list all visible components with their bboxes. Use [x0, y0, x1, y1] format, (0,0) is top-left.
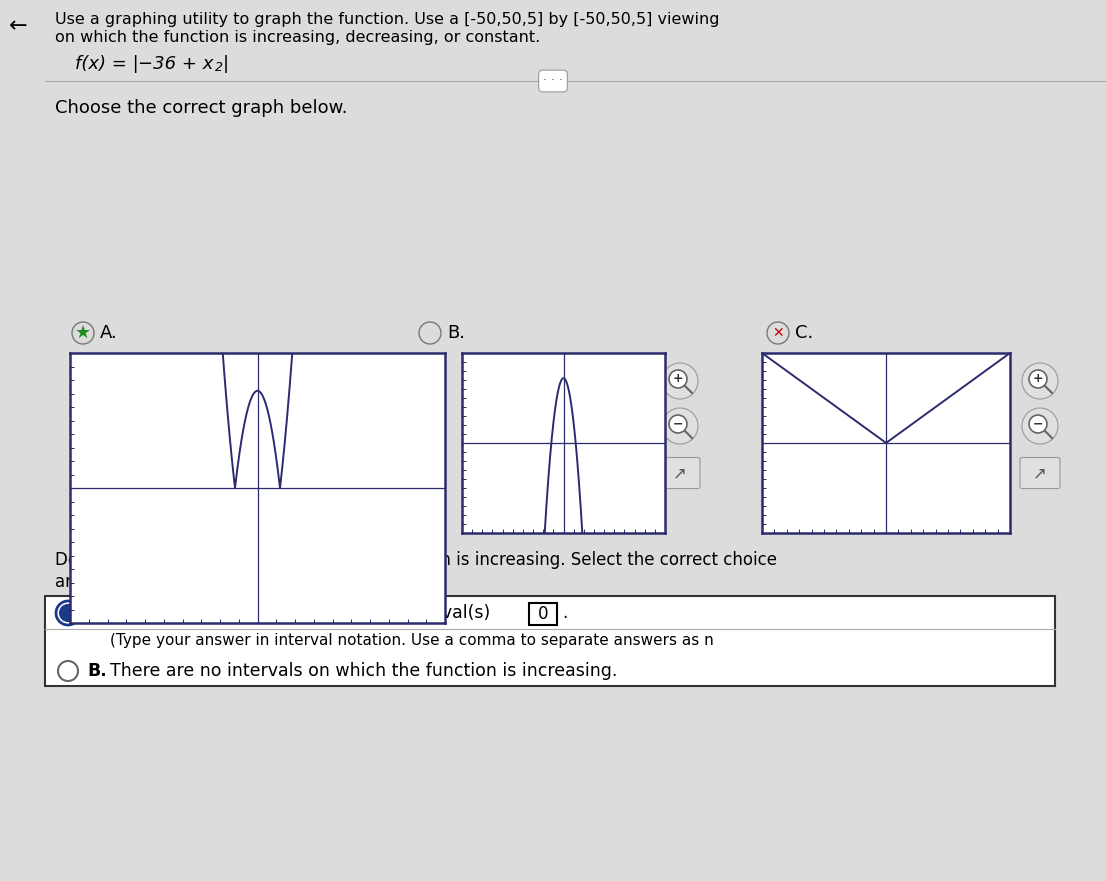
Text: −: − [1033, 418, 1043, 431]
Text: B.: B. [87, 662, 107, 680]
Text: ←: ← [9, 16, 28, 36]
Text: ★: ★ [75, 324, 91, 342]
Text: ↗: ↗ [674, 464, 687, 482]
Text: A.: A. [87, 604, 107, 622]
Text: Use a graphing utility to graph the function. Use a [-50,50,5] by [-50,50,5] vie: Use a graphing utility to graph the func… [55, 12, 720, 27]
Text: +: + [1033, 373, 1043, 386]
Text: answer box to complete your choice.: answer box to complete your choice. [55, 573, 362, 591]
Text: −: − [672, 418, 684, 431]
Circle shape [1029, 370, 1047, 388]
Text: B.: B. [447, 324, 465, 342]
Text: C.: C. [795, 324, 813, 342]
Text: |: | [223, 55, 229, 73]
Text: ↗: ↗ [1033, 464, 1047, 482]
Circle shape [1022, 408, 1058, 444]
FancyBboxPatch shape [660, 457, 700, 488]
Text: 0: 0 [538, 605, 549, 623]
Circle shape [669, 370, 687, 388]
FancyBboxPatch shape [1020, 457, 1060, 488]
Circle shape [1022, 363, 1058, 399]
Text: There are no intervals on which the function is increasing.: There are no intervals on which the func… [109, 662, 617, 680]
FancyBboxPatch shape [529, 603, 557, 625]
Text: +: + [672, 373, 684, 386]
Circle shape [60, 605, 76, 621]
Text: The function is increasing on the interval(s): The function is increasing on the interv… [109, 604, 490, 622]
Circle shape [662, 408, 698, 444]
Text: f(x) = |: f(x) = | [75, 55, 138, 73]
Circle shape [669, 415, 687, 433]
Text: 2: 2 [215, 61, 223, 74]
Text: −36 + x: −36 + x [138, 55, 213, 73]
Text: Choose the correct graph below.: Choose the correct graph below. [55, 99, 347, 117]
Text: on which the function is increasing, decreasing, or constant.: on which the function is increasing, dec… [55, 30, 540, 45]
FancyBboxPatch shape [45, 596, 1055, 686]
Text: ✕: ✕ [772, 326, 784, 340]
Text: (Type your answer in interval notation. Use a comma to separate answers as n: (Type your answer in interval notation. … [109, 633, 713, 648]
Text: Determine the interval(s) on which the function is increasing. Select the correc: Determine the interval(s) on which the f… [55, 551, 778, 569]
Text: .: . [562, 604, 567, 622]
Circle shape [662, 363, 698, 399]
Text: · · ·: · · · [543, 75, 563, 87]
Text: A.: A. [100, 324, 117, 342]
Circle shape [1029, 415, 1047, 433]
